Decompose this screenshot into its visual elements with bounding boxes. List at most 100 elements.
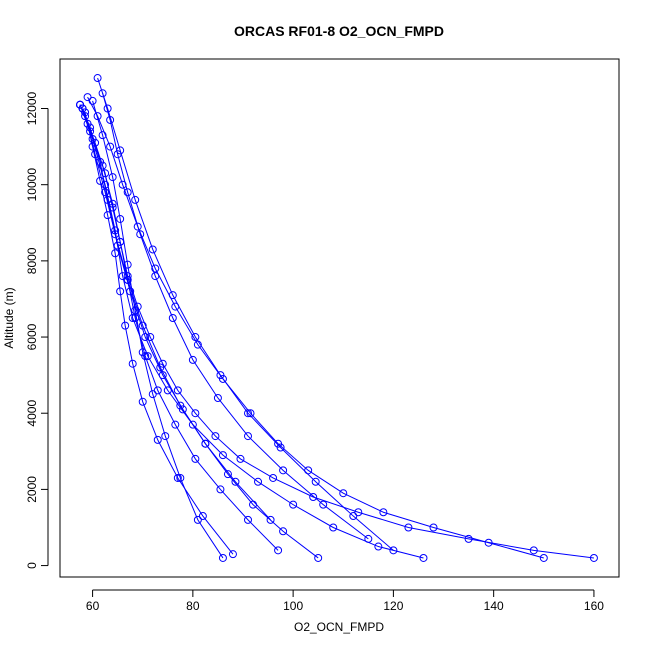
series-line [84, 112, 234, 555]
data-point [108, 173, 117, 182]
data-point [161, 432, 170, 441]
chart-title: ORCAS RF01-8 O2_OCN_FMPD [234, 23, 444, 39]
data-point [228, 550, 237, 559]
data-point [141, 352, 150, 361]
data-point [274, 546, 283, 555]
data-point [236, 454, 245, 463]
data-point [364, 534, 373, 543]
y-axis: 0 2000 4000 6000 8000 10000 12000 [25, 92, 49, 569]
data-point [96, 176, 105, 185]
data-point [309, 493, 318, 502]
data-point [279, 527, 288, 536]
data-point [404, 523, 413, 532]
data-point [429, 523, 438, 532]
data-point [111, 249, 120, 258]
data-point [198, 512, 207, 521]
data-point [254, 477, 263, 486]
data-point [276, 443, 285, 452]
data-point [116, 287, 125, 296]
data-point [201, 439, 210, 448]
x-tick-label: 140 [484, 599, 504, 613]
data-point [141, 333, 150, 342]
series-line [82, 108, 279, 551]
data-point [116, 214, 125, 223]
data-point [349, 512, 358, 521]
data-point [143, 352, 152, 361]
data-point [244, 515, 252, 524]
y-tick-label: 2000 [25, 476, 39, 503]
data-point [173, 473, 182, 482]
data-point [314, 553, 323, 562]
data-point [216, 485, 225, 494]
x-tick-label: 160 [584, 599, 604, 613]
data-point [188, 420, 197, 429]
x-tick-label: 80 [186, 599, 200, 613]
series-line [97, 77, 394, 551]
data-point [168, 314, 177, 322]
data-point [151, 272, 160, 281]
data-point [113, 150, 122, 159]
plot-frame [59, 58, 620, 578]
data-point [156, 363, 165, 372]
data-point [374, 542, 383, 551]
data-point [123, 275, 132, 284]
data-point [138, 397, 147, 406]
data-point [101, 180, 110, 189]
y-tick-label: 4000 [25, 400, 39, 427]
series-line [79, 104, 271, 521]
data-point [176, 401, 185, 410]
data-point [83, 93, 92, 102]
series-line [82, 108, 319, 559]
data-point [153, 386, 162, 395]
data-point [83, 119, 92, 128]
data-point [319, 500, 328, 509]
data-point [98, 161, 107, 170]
x-tick-label: 120 [383, 599, 403, 613]
data-point [484, 538, 493, 547]
series-line [79, 104, 424, 559]
data-point [133, 222, 142, 231]
data-point [419, 553, 428, 562]
data-point [136, 230, 145, 239]
data-point [218, 553, 227, 562]
data-point [246, 409, 255, 418]
data-point [379, 508, 388, 517]
data-point [128, 359, 137, 368]
series-layer [76, 74, 598, 562]
data-point [188, 355, 197, 364]
y-tick-label: 12000 [25, 92, 39, 126]
series-line [102, 93, 369, 540]
data-point [153, 435, 162, 444]
data-point [121, 321, 130, 330]
y-tick-label: 10000 [25, 168, 39, 202]
data-point [529, 546, 538, 555]
data-point [173, 386, 182, 395]
data-point [311, 477, 320, 486]
y-tick-label: 0 [25, 562, 39, 569]
data-point [148, 390, 157, 399]
x-tick-label: 60 [86, 599, 100, 613]
data-point [244, 409, 252, 418]
data-point [78, 104, 87, 113]
y-axis-label: Altitude (m) [2, 287, 16, 348]
x-axis: 60 80 100 120 140 160 [86, 589, 604, 613]
data-point [216, 371, 225, 380]
data-point [98, 89, 107, 98]
data-point [218, 451, 227, 460]
x-tick-label: 100 [283, 599, 303, 613]
data-point [266, 515, 275, 524]
data-point [211, 432, 220, 441]
data-point [106, 115, 115, 124]
data-point [101, 188, 110, 197]
data-point [464, 534, 473, 543]
y-tick-label: 6000 [25, 323, 39, 350]
x-axis-label: O2_OCN_FMPD [294, 620, 384, 634]
data-point [93, 74, 102, 83]
data-point [98, 131, 107, 140]
data-point [148, 245, 157, 254]
data-point [231, 477, 240, 486]
data-point [86, 127, 95, 136]
data-point [138, 321, 147, 330]
